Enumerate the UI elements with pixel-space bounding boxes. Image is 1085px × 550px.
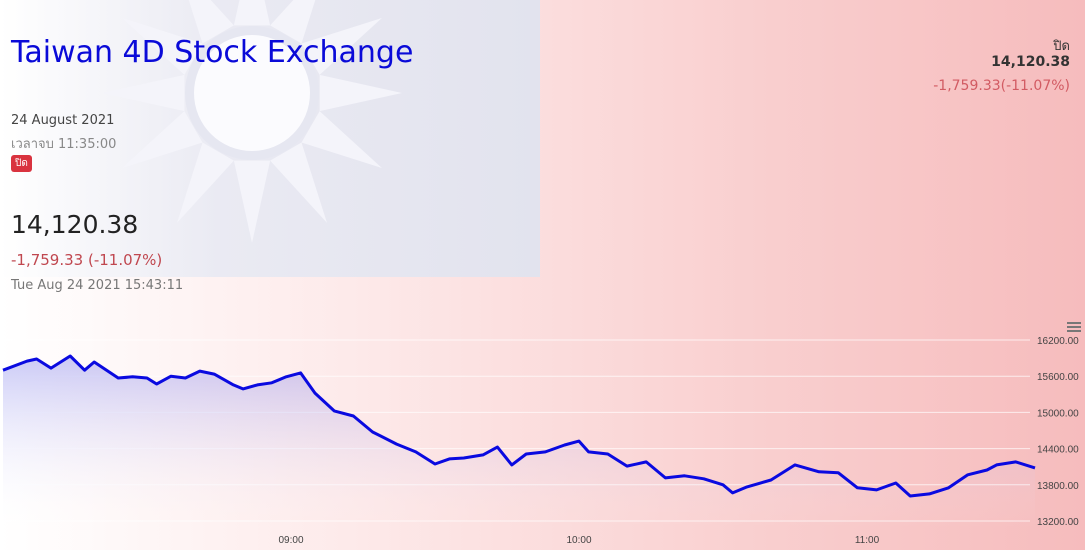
close-change: -1,759.33(-11.07%) bbox=[933, 78, 1070, 94]
current-price: 14,120.38 bbox=[11, 210, 139, 239]
y-tick-label: 14400.00 bbox=[1037, 445, 1079, 456]
sun-emblem-icon bbox=[102, 0, 402, 243]
page-title: Taiwan 4D Stock Exchange bbox=[11, 35, 414, 70]
flag-background bbox=[0, 0, 540, 277]
close-price: 14,120.38 bbox=[991, 54, 1070, 70]
close-label: ปิด bbox=[1053, 39, 1070, 54]
y-tick-label: 13200.00 bbox=[1037, 517, 1079, 528]
x-tick-label: 09:00 bbox=[278, 535, 303, 546]
price-area bbox=[3, 356, 1035, 530]
price-line bbox=[2, 354, 1036, 498]
x-tick-label: 10:00 bbox=[566, 535, 591, 546]
end-time: เวลาจบ 11:35:00 bbox=[11, 137, 117, 152]
y-tick-label: 15000.00 bbox=[1037, 408, 1079, 419]
x-tick-label: 11:00 bbox=[855, 535, 880, 546]
y-tick-label: 16200.00 bbox=[1037, 336, 1079, 347]
y-tick-label: 15600.00 bbox=[1037, 372, 1079, 383]
price-change: -1,759.33 (-11.07%) bbox=[11, 251, 163, 269]
status-badge: ปิด bbox=[11, 155, 32, 172]
update-timestamp: Tue Aug 24 2021 15:43:11 bbox=[11, 278, 184, 293]
hamburger-menu-icon[interactable] bbox=[1067, 320, 1081, 334]
y-tick-label: 13800.00 bbox=[1037, 481, 1079, 492]
trade-date: 24 August 2021 bbox=[11, 113, 115, 128]
